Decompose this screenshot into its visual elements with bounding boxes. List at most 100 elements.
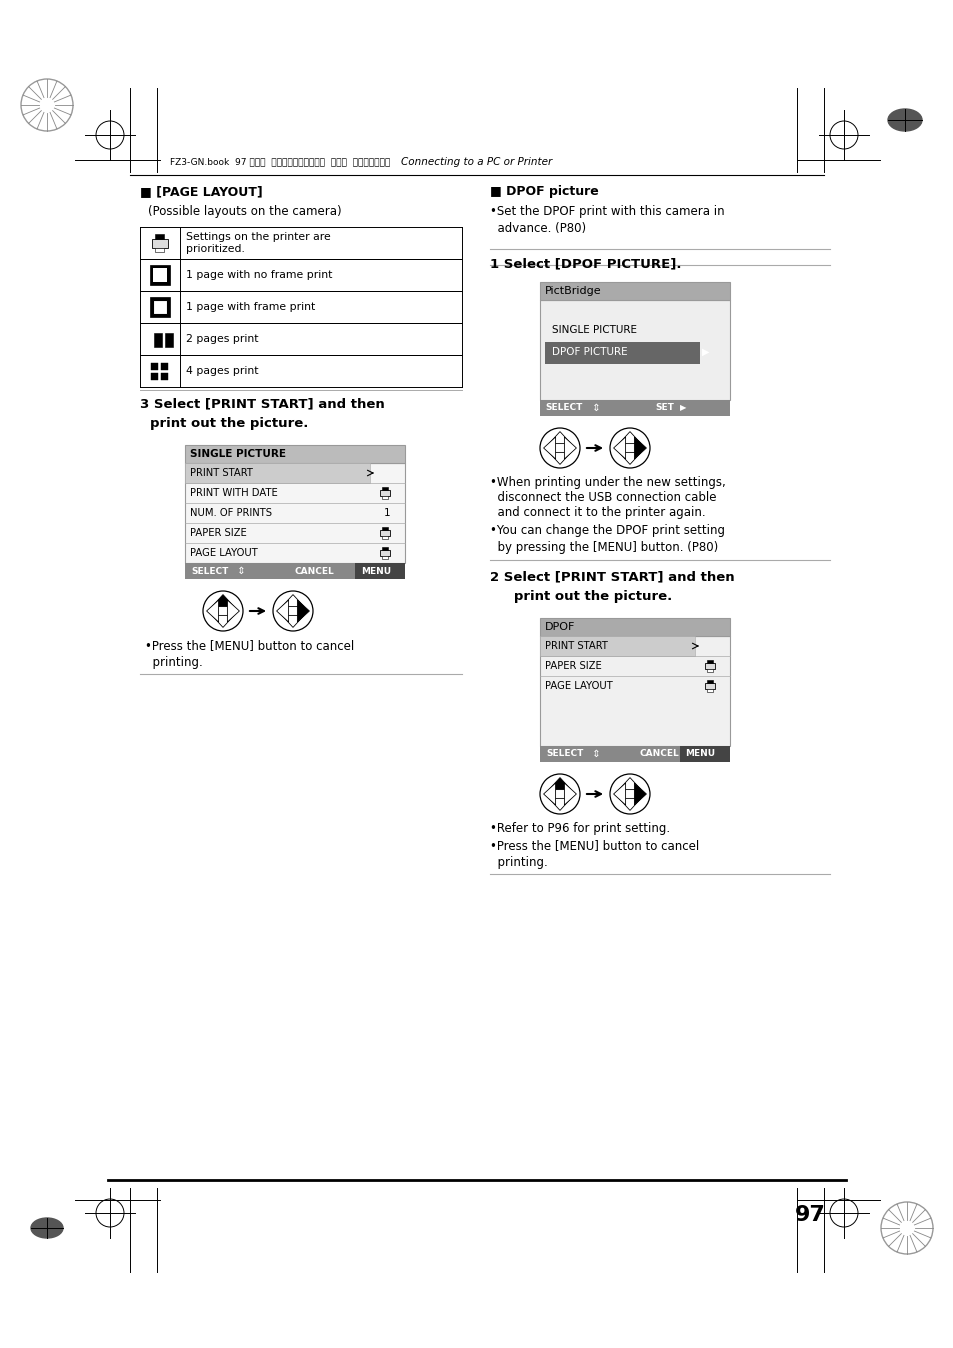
Polygon shape (564, 783, 576, 805)
Polygon shape (543, 437, 555, 460)
FancyBboxPatch shape (704, 683, 715, 689)
Polygon shape (548, 798, 571, 810)
Polygon shape (227, 600, 239, 621)
Text: PRINT START: PRINT START (544, 642, 607, 651)
Text: PAGE LAYOUT: PAGE LAYOUT (190, 549, 257, 558)
FancyBboxPatch shape (706, 661, 712, 663)
FancyBboxPatch shape (165, 333, 172, 346)
Text: •You can change the DPOF print setting
  by pressing the [MENU] button. (P80): •You can change the DPOF print setting b… (490, 524, 724, 554)
FancyBboxPatch shape (704, 663, 715, 669)
FancyBboxPatch shape (539, 301, 729, 400)
Text: •Press the [MENU] button to cancel
  printing.: •Press the [MENU] button to cancel print… (490, 838, 699, 869)
Text: ▶: ▶ (679, 403, 686, 412)
Text: SET: SET (655, 403, 673, 412)
Polygon shape (543, 783, 555, 805)
FancyBboxPatch shape (153, 333, 162, 346)
Ellipse shape (887, 109, 921, 131)
FancyBboxPatch shape (381, 547, 388, 550)
Text: 2 Select [PRINT START] and then: 2 Select [PRINT START] and then (490, 570, 734, 582)
Text: 1 page with frame print: 1 page with frame print (186, 302, 314, 311)
Text: PRINT WITH DATE: PRINT WITH DATE (190, 488, 277, 497)
FancyBboxPatch shape (185, 563, 405, 580)
FancyBboxPatch shape (379, 491, 390, 496)
FancyBboxPatch shape (381, 527, 388, 530)
Text: Connecting to a PC or Printer: Connecting to a PC or Printer (401, 156, 552, 167)
Text: ■ DPOF picture: ■ DPOF picture (490, 185, 598, 198)
Polygon shape (212, 616, 233, 627)
Circle shape (539, 774, 579, 814)
Polygon shape (276, 600, 289, 621)
Ellipse shape (30, 1219, 63, 1237)
Text: •Refer to P96 for print setting.: •Refer to P96 for print setting. (490, 822, 669, 834)
Text: NUM. OF PRINTS: NUM. OF PRINTS (190, 508, 272, 518)
Polygon shape (297, 600, 309, 621)
Text: SINGLE PICTURE: SINGLE PICTURE (552, 325, 637, 336)
Polygon shape (548, 431, 571, 443)
Text: ⇕: ⇕ (592, 403, 600, 412)
FancyBboxPatch shape (539, 400, 729, 417)
Text: •When printing under the new settings,: •When printing under the new settings, (490, 476, 725, 489)
Text: PictBridge: PictBridge (544, 286, 601, 297)
FancyBboxPatch shape (381, 555, 388, 559)
Text: CANCEL: CANCEL (639, 749, 679, 759)
FancyBboxPatch shape (706, 669, 712, 673)
Text: print out the picture.: print out the picture. (499, 590, 672, 603)
Text: 97: 97 (794, 1205, 824, 1225)
Text: print out the picture.: print out the picture. (150, 417, 308, 430)
Text: PAGE LAYOUT: PAGE LAYOUT (544, 681, 612, 692)
Text: (Possible layouts on the camera): (Possible layouts on the camera) (148, 205, 341, 218)
Text: 2 pages print: 2 pages print (186, 334, 258, 344)
Text: ■ [PAGE LAYOUT]: ■ [PAGE LAYOUT] (140, 185, 262, 198)
Polygon shape (618, 798, 640, 810)
Text: PAPER SIZE: PAPER SIZE (544, 661, 601, 671)
Circle shape (539, 429, 579, 468)
FancyBboxPatch shape (155, 248, 164, 252)
FancyBboxPatch shape (544, 342, 700, 364)
Text: FZ3-GN.book  97 ページ  ２００４年７月２７日  火曜日  午前９時２５分: FZ3-GN.book 97 ページ ２００４年７月２７日 火曜日 午前９時２５… (170, 158, 390, 167)
FancyBboxPatch shape (679, 745, 729, 762)
FancyBboxPatch shape (161, 373, 168, 380)
Polygon shape (548, 778, 571, 790)
Text: 1 Select [DPOF PICTURE].: 1 Select [DPOF PICTURE]. (490, 257, 680, 270)
FancyBboxPatch shape (539, 745, 729, 762)
FancyBboxPatch shape (152, 301, 167, 314)
Text: SELECT: SELECT (191, 566, 228, 576)
Text: MENU: MENU (684, 749, 715, 759)
Polygon shape (613, 783, 625, 805)
FancyBboxPatch shape (150, 266, 170, 284)
FancyBboxPatch shape (150, 297, 170, 317)
Circle shape (203, 590, 243, 631)
Text: 1 page with no frame print: 1 page with no frame print (186, 270, 332, 280)
FancyBboxPatch shape (152, 268, 167, 282)
FancyBboxPatch shape (355, 563, 405, 580)
FancyBboxPatch shape (379, 550, 390, 555)
FancyBboxPatch shape (155, 235, 164, 239)
Text: SELECT: SELECT (544, 403, 581, 412)
Text: 4 pages print: 4 pages print (186, 367, 258, 376)
FancyBboxPatch shape (381, 537, 388, 539)
Text: ▶: ▶ (701, 346, 709, 357)
FancyBboxPatch shape (539, 636, 695, 656)
Polygon shape (212, 594, 233, 607)
FancyBboxPatch shape (539, 282, 729, 301)
Text: ⇕: ⇕ (592, 749, 600, 759)
Circle shape (273, 590, 313, 631)
Text: 3 Select [PRINT START] and then: 3 Select [PRINT START] and then (140, 398, 384, 410)
FancyBboxPatch shape (185, 445, 405, 462)
Polygon shape (613, 437, 625, 460)
Text: DPOF: DPOF (544, 621, 575, 632)
FancyBboxPatch shape (151, 363, 158, 369)
FancyBboxPatch shape (185, 462, 405, 563)
Polygon shape (634, 783, 646, 805)
Text: CANCEL: CANCEL (294, 566, 335, 576)
FancyBboxPatch shape (539, 636, 729, 745)
Text: •Set the DPOF print with this camera in
  advance. (P80): •Set the DPOF print with this camera in … (490, 205, 724, 235)
FancyBboxPatch shape (706, 689, 712, 692)
FancyBboxPatch shape (706, 679, 712, 683)
FancyBboxPatch shape (185, 462, 370, 483)
Text: and connect it to the printer again.: and connect it to the printer again. (490, 506, 705, 519)
Text: •Press the [MENU] button to cancel
  printing.: •Press the [MENU] button to cancel print… (145, 639, 354, 669)
Text: 1: 1 (383, 508, 390, 518)
Polygon shape (207, 600, 218, 621)
Circle shape (609, 429, 649, 468)
